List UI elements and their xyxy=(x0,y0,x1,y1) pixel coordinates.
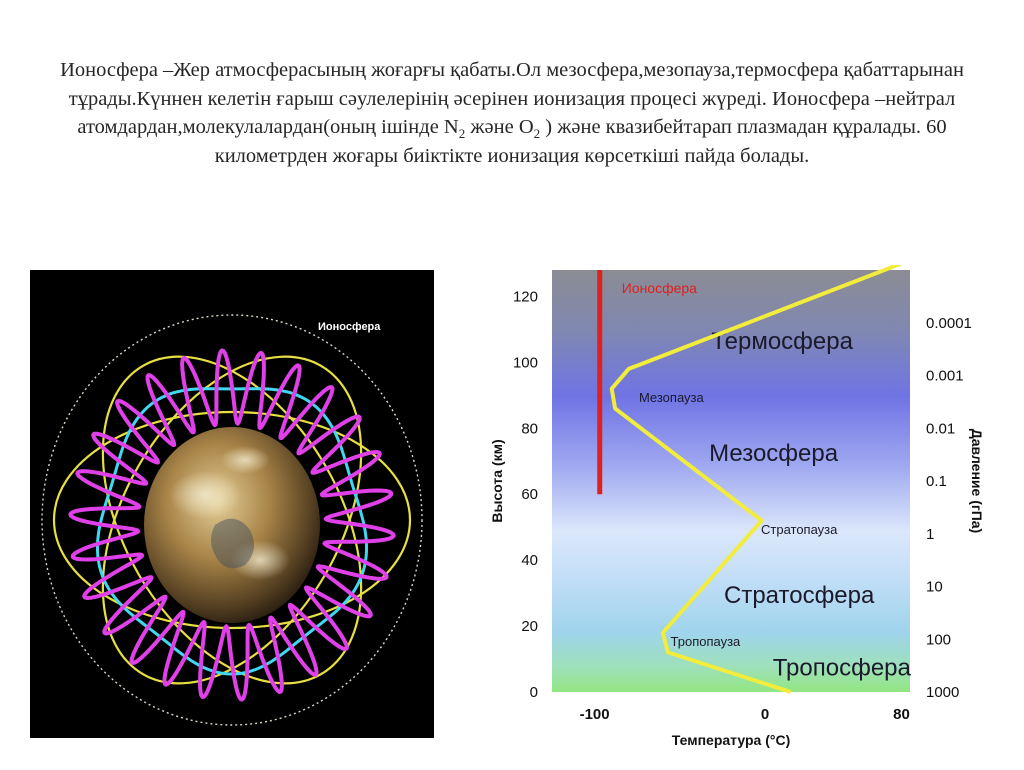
yellow-orbit xyxy=(101,355,363,685)
subscript-n2: 2 xyxy=(458,126,466,142)
magenta-wave xyxy=(68,348,396,702)
atmosphere-diagram: Термосфера Мезопауза Мезосфера Стратопауза С… xyxy=(480,261,1000,765)
pressure-tick-label: 0.001 xyxy=(926,368,964,385)
slide-description: Ионосфера –Жер атмосферасының жоғарғы қа… xyxy=(60,56,964,170)
y-tick-label: 0 xyxy=(530,684,538,701)
pressure-tick-label: 0.1 xyxy=(926,473,947,490)
layer-label: Тропопауза xyxy=(671,634,742,649)
temperature-profile-line xyxy=(609,261,903,694)
x-tick-label: -100 xyxy=(580,706,610,723)
ionosphere-image-label: Ионосфера xyxy=(318,321,381,333)
y-tick-label: 20 xyxy=(521,618,538,635)
pressure-tick-label: 10 xyxy=(926,579,943,596)
y-tick-label: 60 xyxy=(521,486,538,503)
layer-label: Термосфера xyxy=(711,328,853,355)
pressure-tick-label: 0.0001 xyxy=(926,315,972,332)
x-tick-label: 0 xyxy=(761,706,769,723)
description-part-3: ) және квазибейтарап плазмадан құралады.… xyxy=(214,116,947,167)
description-part-2: және О xyxy=(465,116,534,138)
pressure-tick-label: 0.01 xyxy=(926,420,955,437)
globe-cloud xyxy=(169,471,241,519)
yellow-orbit xyxy=(52,410,412,630)
globe-cloud xyxy=(230,540,290,580)
layer-label: Стратопауза xyxy=(761,522,838,537)
layer-label: Тропосфера xyxy=(773,655,912,682)
atmosphere-chart: Термосфера Мезопауза Мезосфера Стратопауза С… xyxy=(489,261,985,748)
ionosphere-bar-label: Ионосфера xyxy=(622,280,697,296)
y-tick-label: 120 xyxy=(513,288,538,305)
outer-dotted-orbit xyxy=(41,314,423,726)
description-part-1: Ионосфера –Жер атмосферасының жоғарғы қа… xyxy=(60,59,964,138)
globe-cloud xyxy=(220,446,270,474)
x-axis-label: Температура (°С) xyxy=(672,732,790,748)
y-axis-label: Высота (км) xyxy=(489,439,505,522)
ionosphere-globe-picture: Ионосфера xyxy=(30,270,434,738)
layer-label: Мезопауза xyxy=(639,390,705,405)
globe-continent xyxy=(211,518,254,569)
plot-area xyxy=(552,270,910,692)
globe-illustration: Ионосфера xyxy=(41,314,423,726)
y-tick-label: 100 xyxy=(513,354,538,371)
y-tick-label: 40 xyxy=(521,552,538,569)
y-tick-label: 80 xyxy=(521,420,538,437)
pressure-axis-label: Давление (гПа) xyxy=(969,429,985,533)
x-tick-label: 80 xyxy=(893,706,910,723)
subscript-o2: 2 xyxy=(533,126,541,142)
pressure-tick-label: 1 xyxy=(926,526,934,543)
pressure-tick-label: 100 xyxy=(926,631,951,648)
layer-label: Стратосфера xyxy=(724,582,875,609)
layer-label: Мезосфера xyxy=(709,440,839,467)
pressure-tick-label: 1000 xyxy=(926,684,959,701)
